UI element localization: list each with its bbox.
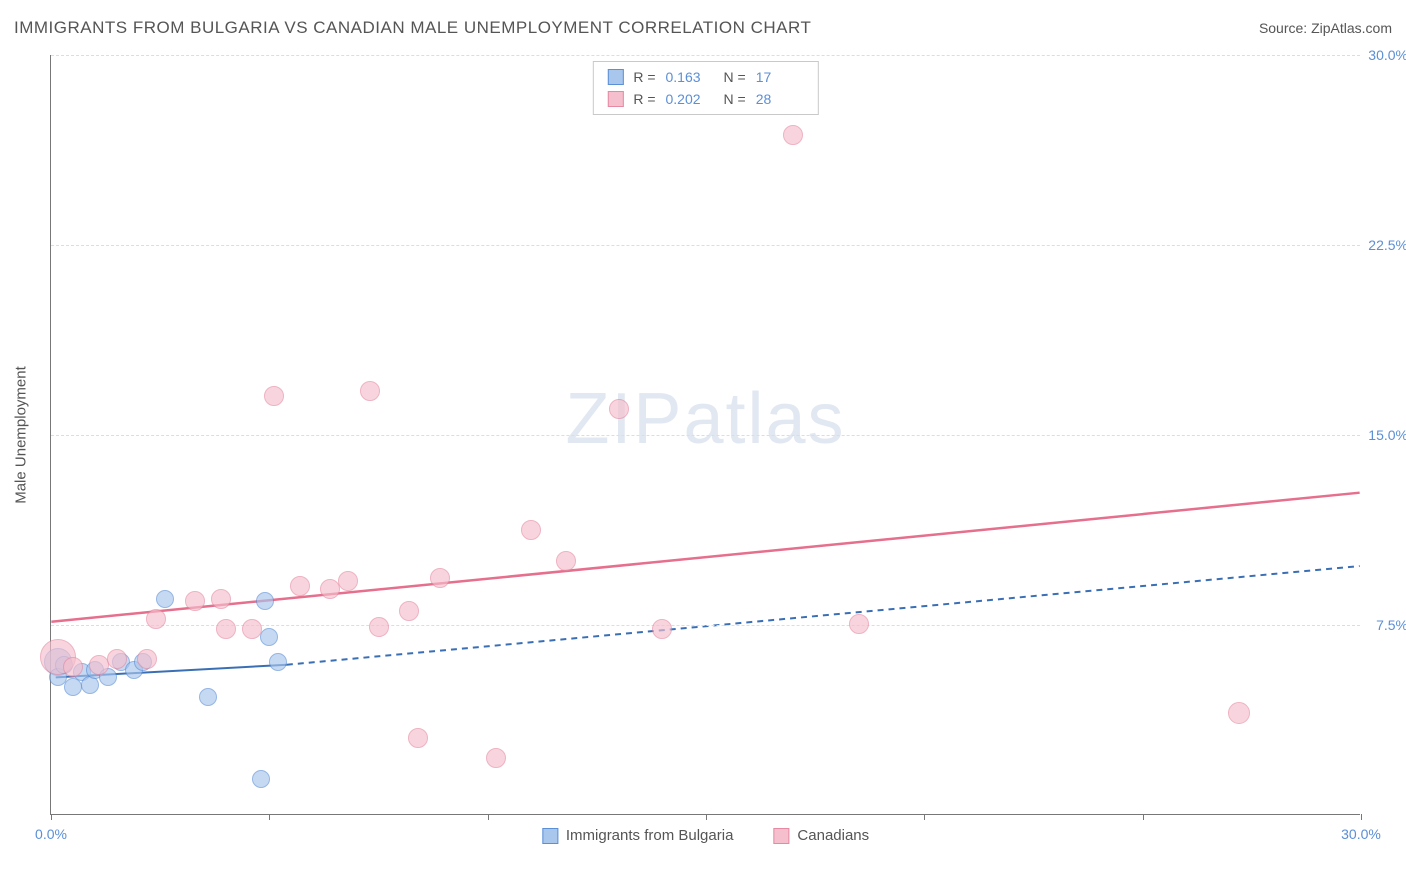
x-tick xyxy=(51,814,52,820)
scatter-point-canadian xyxy=(1228,702,1250,724)
scatter-point-canadian xyxy=(146,609,166,629)
scatter-point-canadian xyxy=(399,601,419,621)
scatter-point-canadian xyxy=(185,591,205,611)
scatter-point-canadian xyxy=(369,617,389,637)
scatter-point-canadian xyxy=(211,589,231,609)
watermark-zip: ZIP xyxy=(565,379,683,459)
r-value-0: 0.163 xyxy=(666,66,714,88)
scatter-point-canadian xyxy=(783,125,803,145)
scatter-point-bulgaria xyxy=(269,653,287,671)
scatter-point-canadian xyxy=(408,728,428,748)
watermark: ZIPatlas xyxy=(565,378,845,460)
gridline xyxy=(51,435,1360,436)
y-tick-label: 7.5% xyxy=(1348,617,1406,633)
series-1-swatch xyxy=(607,91,623,107)
x-tick xyxy=(706,814,707,820)
scatter-point-canadian xyxy=(430,568,450,588)
legend-swatch-1 xyxy=(773,828,789,844)
x-tick-label: 30.0% xyxy=(1341,826,1381,842)
source-attribution: Source: ZipAtlas.com xyxy=(1259,20,1392,36)
scatter-point-canadian xyxy=(290,576,310,596)
scatter-point-canadian xyxy=(264,386,284,406)
n-label-1: N = xyxy=(724,88,746,110)
r-label-0: R = xyxy=(633,66,655,88)
source-label: Source: xyxy=(1259,20,1311,36)
x-tick xyxy=(269,814,270,820)
scatter-point-canadian xyxy=(486,748,506,768)
r-value-1: 0.202 xyxy=(666,88,714,110)
stats-legend: R = 0.163 N = 17 R = 0.202 N = 28 xyxy=(592,61,818,115)
scatter-point-canadian xyxy=(137,649,157,669)
n-value-1: 28 xyxy=(756,88,804,110)
legend-label-0: Immigrants from Bulgaria xyxy=(566,827,734,844)
bottom-legend: Immigrants from Bulgaria Canadians xyxy=(542,827,869,844)
scatter-point-bulgaria xyxy=(260,628,278,646)
source-name: ZipAtlas.com xyxy=(1311,20,1392,36)
scatter-point-bulgaria xyxy=(256,592,274,610)
gridline xyxy=(51,245,1360,246)
x-tick-label: 0.0% xyxy=(35,826,67,842)
series-0-swatch xyxy=(607,69,623,85)
scatter-point-canadian xyxy=(338,571,358,591)
legend-item-series-1: Canadians xyxy=(773,827,869,844)
scatter-point-bulgaria xyxy=(64,678,82,696)
y-tick-label: 22.5% xyxy=(1348,237,1406,253)
chart-title: IMMIGRANTS FROM BULGARIA VS CANADIAN MAL… xyxy=(14,18,811,38)
plot-area: Male Unemployment ZIPatlas R = 0.163 N =… xyxy=(50,55,1360,815)
scatter-point-canadian xyxy=(216,619,236,639)
n-label-0: N = xyxy=(724,66,746,88)
gridline xyxy=(51,55,1360,56)
y-tick-label: 15.0% xyxy=(1348,427,1406,443)
scatter-point-canadian xyxy=(242,619,262,639)
scatter-point-bulgaria xyxy=(156,590,174,608)
scatter-point-canadian xyxy=(63,657,83,677)
scatter-point-canadian xyxy=(556,551,576,571)
scatter-point-bulgaria xyxy=(199,688,217,706)
y-axis-title: Male Unemployment xyxy=(13,366,30,504)
scatter-point-canadian xyxy=(849,614,869,634)
scatter-point-canadian xyxy=(107,649,127,669)
y-tick-label: 30.0% xyxy=(1348,47,1406,63)
x-tick xyxy=(1143,814,1144,820)
scatter-point-canadian xyxy=(521,520,541,540)
r-label-1: R = xyxy=(633,88,655,110)
scatter-point-bulgaria xyxy=(252,770,270,788)
scatter-point-canadian xyxy=(360,381,380,401)
legend-item-series-0: Immigrants from Bulgaria xyxy=(542,827,734,844)
stats-row-series-0: R = 0.163 N = 17 xyxy=(607,66,803,88)
scatter-point-canadian xyxy=(609,399,629,419)
title-bar: IMMIGRANTS FROM BULGARIA VS CANADIAN MAL… xyxy=(14,18,1392,38)
x-tick xyxy=(924,814,925,820)
legend-swatch-0 xyxy=(542,828,558,844)
scatter-point-bulgaria xyxy=(81,676,99,694)
stats-row-series-1: R = 0.202 N = 28 xyxy=(607,88,803,110)
x-tick xyxy=(488,814,489,820)
x-tick xyxy=(1361,814,1362,820)
n-value-0: 17 xyxy=(756,66,804,88)
legend-label-1: Canadians xyxy=(797,827,869,844)
watermark-atlas: atlas xyxy=(683,379,845,459)
scatter-point-canadian xyxy=(652,619,672,639)
